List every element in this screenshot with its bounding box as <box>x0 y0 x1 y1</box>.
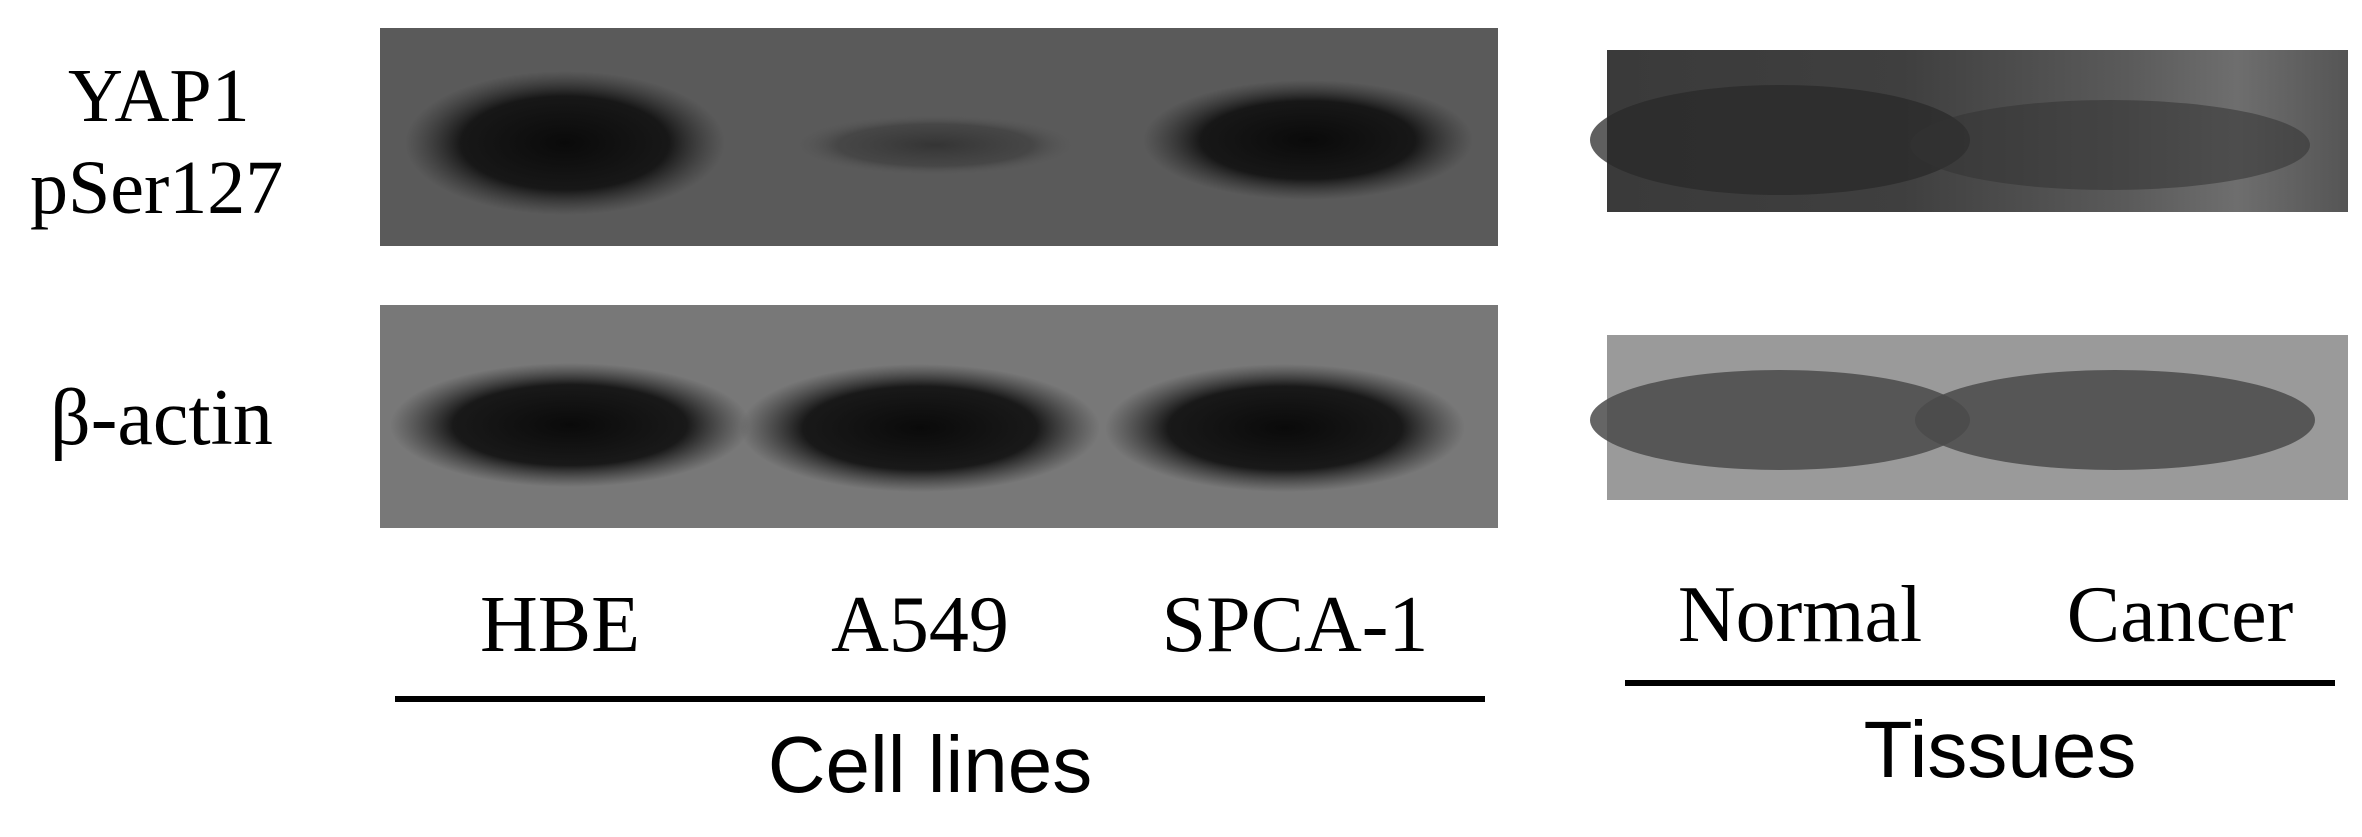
band-yap1-hbe <box>405 71 725 215</box>
lane-label-normal: Normal <box>1677 571 1923 659</box>
lane-label-spca1: SPCA-1 <box>1161 581 1429 669</box>
band-yap1-normal <box>1590 85 1970 195</box>
band-actin-cancer <box>1915 370 2315 470</box>
band-actin-a549 <box>740 364 1100 492</box>
yap1-label-line1: YAP1 <box>68 54 250 138</box>
cell-lines-bracket <box>395 696 1485 702</box>
panel-yap1-cell-lines <box>380 28 1498 246</box>
panel-yap1-tissues <box>1590 50 2348 212</box>
group-label-cell-lines: Cell lines <box>767 720 1093 809</box>
group-label-tissues: Tissues <box>1863 705 2137 794</box>
lane-label-a549: A549 <box>831 581 1009 669</box>
band-yap1-spca1 <box>1143 80 1473 200</box>
band-actin-hbe <box>390 363 750 487</box>
tissues-bracket <box>1625 680 2335 686</box>
panel-actin-cell-lines <box>380 305 1498 528</box>
lane-label-cancer: Cancer <box>2066 571 2294 659</box>
yap1-label-line2: pSer127 <box>30 146 284 230</box>
panel-actin-tissues <box>1590 335 2348 500</box>
band-actin-normal <box>1590 370 1970 470</box>
band-yap1-cancer <box>1910 100 2310 190</box>
band-yap1-a549 <box>795 115 1075 175</box>
actin-label: β-actin <box>50 374 273 462</box>
band-actin-spca1 <box>1105 364 1465 492</box>
lane-label-hbe: HBE <box>480 581 640 669</box>
